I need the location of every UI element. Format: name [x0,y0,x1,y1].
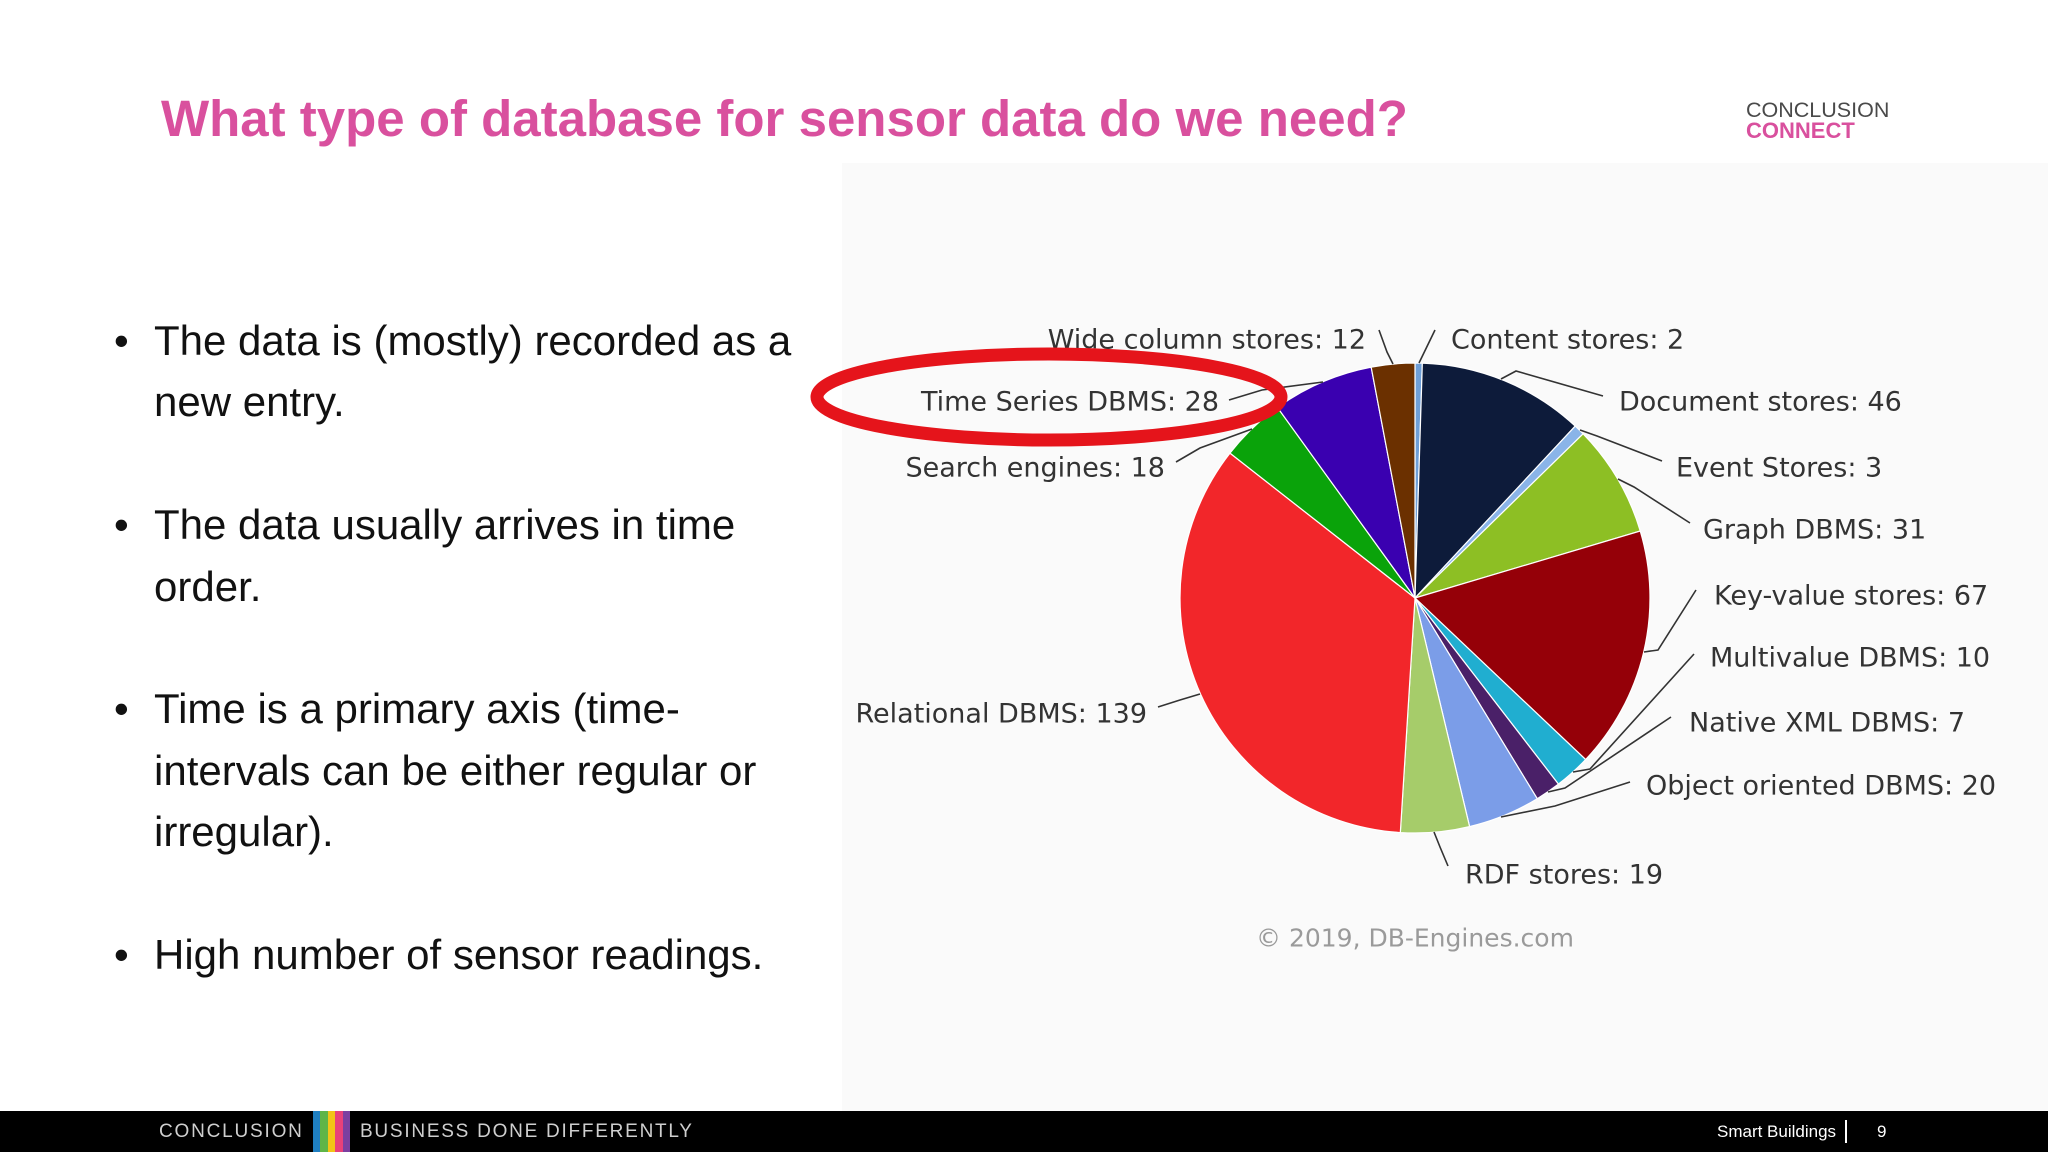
pie-leader-line [1418,329,1436,364]
pie-slice [1413,530,1651,761]
brand-stripe [342,1111,351,1152]
pie-label: Multivalue DBMS: 10 [1710,643,1990,674]
brand-stripes-icon [313,1111,351,1152]
pie-leader-line [1433,831,1449,867]
pie-label: Graph DBMS: 31 [1703,515,1926,546]
pie-leader-line [1643,589,1697,653]
footer-tagline: BUSINESS DONE DIFFERENTLY [360,1121,694,1142]
footer-separator [1845,1120,1847,1143]
pie-slice [1370,362,1416,599]
bullet-item: The data usually arrives in time order. [114,494,814,617]
pie-leader-line [1378,329,1394,365]
bullet-list: The data is (mostly) recorded as a new e… [114,310,814,1047]
brand-stripe [313,1111,321,1152]
chart-credit: © 2019, DB-Engines.com [1256,924,1574,953]
pie-slices [1179,362,1651,834]
pie-leader-line [1547,716,1672,793]
footer-bar: CONCLUSION BUSINESS DONE DIFFERENTLY Sma… [0,1111,2048,1152]
brand-stripe [335,1111,343,1152]
pie-label: Relational DBMS: 139 [855,699,1147,730]
bullet-item: The data is (mostly) recorded as a new e… [114,310,814,433]
brand-stripe [327,1111,336,1152]
pie-leader-line [1500,370,1604,397]
pie-slice [1179,452,1416,834]
pie-leader-line [1500,781,1631,818]
logo-text-connect: CONNECT [1746,118,1855,143]
pie-leader-line [1579,429,1663,462]
pie-label: Object oriented DBMS: 20 [1646,771,1996,802]
pie-leader-line [1572,653,1695,773]
pie-label: Event Stores: 3 [1676,453,1882,484]
pie-label: Key-value stores: 67 [1714,581,1988,612]
logo-text-conclusion: CONCLUSION [1746,98,1890,122]
footer-section-title: Smart Buildings [1717,1122,1837,1141]
bullet-item: Time is a primary axis (time-intervals c… [114,678,814,862]
slide-title: What type of database for sensor data do… [161,90,1408,147]
pie-label: Search engines: 18 [905,453,1165,484]
bullet-item: High number of sensor readings. [114,924,814,986]
page-number: 9 [1877,1122,1887,1141]
pie-label: Document stores: 46 [1619,387,1902,418]
pie-label: RDF stores: 19 [1465,860,1663,891]
pie-label: Native XML DBMS: 7 [1689,708,1965,739]
highlight-ellipse [810,347,1288,447]
pie-leader-line [1157,693,1201,708]
brand-stripe [320,1111,328,1152]
pie-slice [1414,432,1641,599]
pie-leader-lines [1157,329,1697,867]
pie-leader-line [1228,381,1324,401]
footer-brand-text: CONCLUSION [159,1121,304,1142]
pie-label: Content stores: 2 [1451,325,1684,356]
pie-labels: Content stores: 2 Document stores: 46 Even… [855,325,1996,891]
pie-slice [1414,362,1577,600]
pie-label: Time Series DBMS: 28 [920,387,1219,418]
pie-leader-line [1175,428,1253,463]
pie-leader-line [1617,478,1691,524]
